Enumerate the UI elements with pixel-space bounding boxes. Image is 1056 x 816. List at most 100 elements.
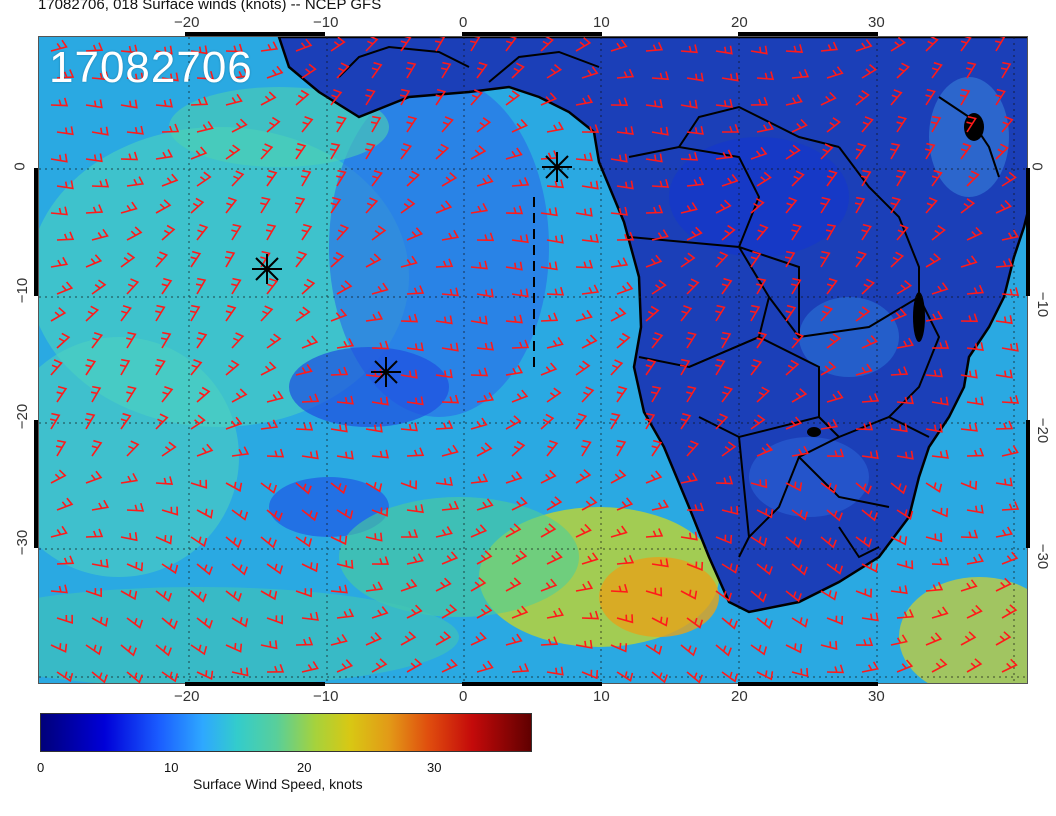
colorbar — [40, 713, 532, 752]
lat-label-left: −30 — [14, 529, 32, 556]
wind-barb — [896, 659, 914, 673]
wind-barb — [225, 304, 237, 322]
wind-barb — [546, 496, 563, 511]
wind-barb — [329, 142, 341, 160]
lat-label-left: 0 — [11, 162, 29, 171]
wind-barb — [791, 277, 802, 295]
wind-barb — [330, 482, 347, 495]
wind-barb — [266, 390, 284, 403]
wind-barb — [336, 659, 354, 673]
wind-barb — [50, 206, 68, 216]
wind-barb — [581, 334, 598, 349]
wind-barb — [966, 604, 983, 619]
wind-barb — [365, 311, 384, 322]
colorbar-tick: 0 — [37, 760, 45, 775]
wind-zone — [599, 557, 719, 637]
wind-barb — [610, 359, 624, 376]
wind-barb — [890, 196, 901, 214]
wind-barb — [470, 145, 487, 160]
wind-barb — [85, 305, 100, 322]
wind-barb — [470, 315, 488, 325]
wind-barb — [890, 251, 905, 268]
wind-barb — [365, 532, 383, 542]
wind-barb — [435, 369, 453, 379]
wind-barb — [231, 617, 249, 628]
wind-barb — [161, 72, 179, 82]
axis-band — [738, 682, 878, 686]
wind-barb — [575, 37, 592, 52]
wind-barb — [861, 223, 872, 241]
colorbar-tick: 30 — [427, 760, 442, 775]
axis-band — [185, 682, 325, 686]
wind-barb — [995, 37, 1006, 52]
lon-label-top: 10 — [593, 14, 610, 31]
wind-barb — [791, 445, 810, 457]
wind-barb — [820, 536, 837, 549]
wind-barb — [50, 97, 69, 107]
wind-barb — [686, 278, 700, 295]
wind-barb — [505, 471, 523, 484]
wind-barb — [365, 197, 379, 214]
wind-barb — [715, 304, 726, 322]
wind-barb — [966, 658, 983, 673]
wind-barb — [575, 259, 594, 269]
wind-barb — [546, 234, 564, 244]
wind-barb — [750, 96, 769, 106]
wind-barb — [826, 664, 845, 674]
wind-barb — [1001, 658, 1018, 673]
wind-barb — [581, 439, 592, 457]
wind-barb — [826, 169, 838, 187]
wind-barb — [785, 304, 797, 322]
wind-barb — [540, 261, 558, 271]
wind-barb — [686, 385, 697, 403]
axis-band — [462, 32, 602, 36]
wind-barb — [1001, 551, 1019, 565]
wind-barb — [826, 390, 844, 403]
wind-barb — [575, 580, 594, 592]
wind-barb — [721, 441, 737, 457]
wind-barb — [190, 359, 203, 376]
wind-barb — [861, 661, 879, 673]
wind-barb — [231, 388, 248, 403]
wind-barb — [680, 305, 693, 322]
wind-barb — [56, 497, 74, 511]
wind-barb — [546, 387, 562, 403]
wind-barb — [546, 286, 565, 296]
wind-barb — [476, 604, 493, 619]
wind-barb — [680, 252, 696, 268]
wind-barb — [610, 307, 627, 322]
wind-barb — [960, 480, 978, 491]
wind-barb — [791, 388, 808, 403]
wind-barb — [995, 526, 1013, 538]
wind-barb — [476, 392, 495, 403]
wind-barb — [820, 590, 838, 601]
wind-barb — [50, 643, 68, 653]
wind-barb — [680, 589, 698, 600]
lake-malawi — [913, 292, 925, 342]
lon-label-bottom: −10 — [313, 688, 339, 705]
wind-barb — [260, 41, 279, 52]
wind-barb — [861, 278, 875, 295]
wind-barb — [330, 423, 348, 433]
wind-barb — [120, 201, 138, 214]
wind-barb — [225, 590, 242, 603]
wind-barb — [399, 88, 411, 106]
wind-barb — [301, 393, 320, 403]
wind-barb — [960, 198, 976, 214]
wind-barb — [295, 364, 313, 376]
wind-barb — [441, 229, 460, 241]
wind-barb — [406, 170, 421, 187]
wind-barb — [196, 386, 211, 403]
wind-barb — [756, 563, 773, 576]
wind-barb — [435, 476, 453, 486]
wind-barb — [645, 528, 664, 538]
wind-barb — [540, 37, 554, 52]
wind-barb — [56, 126, 74, 136]
wind-barb — [196, 563, 213, 576]
wind-barb — [1001, 342, 1019, 352]
wind-barb — [925, 197, 938, 214]
wind-barb — [126, 331, 137, 349]
wind-barb — [336, 224, 350, 241]
lon-label-top: 30 — [868, 14, 885, 31]
wind-barb — [616, 180, 634, 190]
